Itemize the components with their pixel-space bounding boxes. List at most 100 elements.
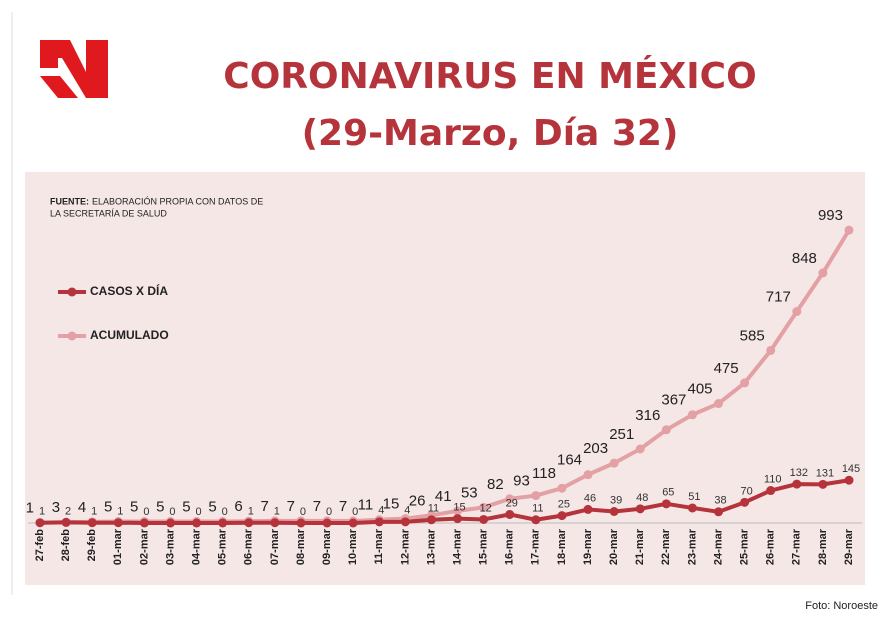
x-tick-label: 21-mar [634, 528, 646, 565]
data-label: 4 [78, 499, 86, 516]
data-label: 7 [339, 498, 347, 515]
data-label: 1 [117, 506, 123, 518]
point [661, 425, 671, 435]
data-label: 367 [661, 392, 686, 409]
chart-title: CORONAVIRUS EN MÉXICO [223, 55, 756, 97]
point [453, 506, 463, 516]
data-label: 316 [635, 407, 660, 424]
x-tick-label: 14-mar [451, 528, 463, 565]
point [740, 497, 750, 507]
source-text: ELABORACIÓN PROPIA CON DATOS DE [92, 196, 263, 206]
point [766, 345, 776, 355]
x-tick-label: 09-mar [321, 528, 333, 565]
point [165, 518, 175, 528]
point [139, 518, 149, 528]
x-tick-label: 16-mar [504, 528, 516, 565]
data-label: 7 [261, 498, 269, 515]
x-tick-label: 27-mar [791, 528, 803, 565]
data-label: 4 [378, 505, 384, 517]
x-tick-label: 24-mar [712, 528, 724, 565]
point [792, 479, 802, 489]
data-label: 717 [766, 289, 791, 306]
point [557, 483, 567, 493]
point [583, 504, 593, 514]
x-tick-label: 29-mar [843, 528, 855, 565]
legend-label: CASOS X DÍA [90, 283, 168, 298]
point [792, 307, 802, 317]
point [453, 514, 463, 524]
point [113, 518, 123, 528]
point [766, 486, 776, 496]
data-label: 65 [662, 487, 674, 499]
x-tick-label: 17-mar [530, 528, 542, 565]
point [244, 518, 254, 528]
data-label: 25 [558, 499, 570, 511]
data-label: 48 [636, 492, 648, 504]
data-label: 2 [65, 505, 71, 517]
data-label: 1 [39, 506, 45, 518]
data-label: 0 [196, 506, 202, 518]
x-tick-label: 26-mar [765, 528, 777, 565]
point [818, 479, 828, 489]
chart-subtitle: (29-Marzo, Día 32) [302, 113, 679, 154]
x-tick-label: 18-mar [556, 528, 568, 565]
data-label: 11 [532, 503, 543, 515]
point [531, 515, 541, 525]
data-label: 475 [714, 360, 739, 377]
data-label: 131 [816, 467, 834, 479]
x-tick-label: 22-mar [660, 528, 672, 565]
data-label: 5 [182, 498, 190, 515]
data-label: 39 [610, 494, 622, 506]
point [844, 225, 854, 235]
point [400, 517, 410, 527]
plot-background [25, 172, 865, 585]
data-label: 0 [326, 506, 332, 518]
data-label: 11 [358, 497, 374, 514]
data-label: 110 [764, 473, 782, 485]
legend-label: ACUMULADO [90, 328, 169, 342]
x-tick-label: 01-mar [112, 528, 124, 565]
x-tick-label: 10-mar [347, 528, 359, 565]
data-label: 93 [513, 473, 530, 490]
data-label: 82 [487, 476, 504, 493]
data-label: 11 [428, 503, 439, 515]
x-tick-label: 25-mar [739, 528, 751, 565]
data-label: 5 [104, 498, 112, 515]
data-label: 848 [792, 250, 817, 267]
x-tick-label: 23-mar [686, 528, 698, 565]
data-label: 118 [532, 465, 556, 482]
data-label: 26 [409, 492, 426, 509]
data-label: 0 [352, 506, 358, 518]
point [609, 458, 619, 468]
x-tick-label: 07-mar [269, 528, 281, 565]
x-tick-label: 04-mar [190, 528, 202, 565]
point [557, 511, 567, 521]
point [218, 518, 228, 528]
point [635, 444, 645, 454]
data-label: 7 [313, 498, 321, 515]
data-label: 203 [583, 440, 608, 457]
x-tick-label: 12-mar [399, 528, 411, 565]
point [479, 514, 489, 524]
data-label: 5 [156, 498, 164, 515]
data-label: 70 [740, 485, 752, 497]
point [35, 518, 45, 528]
data-label: 12 [480, 502, 492, 514]
data-label: 132 [790, 467, 808, 479]
point [531, 491, 541, 501]
data-label: 0 [143, 506, 149, 518]
x-tick-label: 27-feb [34, 529, 46, 562]
data-label: 251 [609, 426, 634, 443]
data-label: 46 [584, 492, 596, 504]
data-label: 0 [300, 506, 306, 518]
legend-swatch [67, 287, 77, 297]
data-label: 53 [461, 484, 478, 501]
data-label: 585 [740, 327, 765, 344]
point [479, 502, 489, 512]
x-tick-label: 29-feb [86, 529, 98, 562]
data-label: 51 [688, 491, 700, 503]
data-label: 1 [91, 506, 97, 518]
x-tick-label: 28-feb [60, 529, 72, 562]
data-label: 0 [169, 506, 175, 518]
